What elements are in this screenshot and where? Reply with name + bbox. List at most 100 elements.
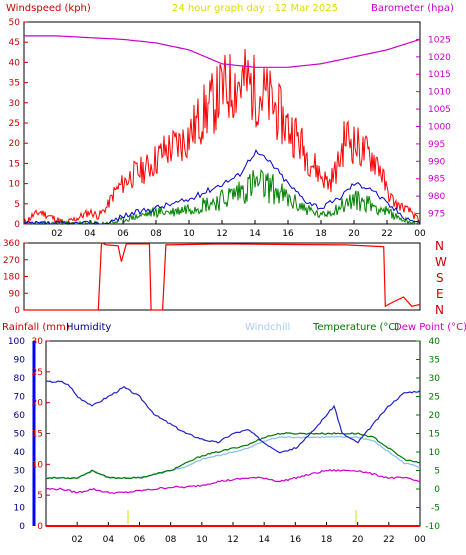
- direction-y-tick-label: 90: [9, 289, 21, 299]
- barometer-y-tick-label: 1015: [428, 70, 451, 80]
- wind-x-tick-label: 12: [216, 229, 227, 239]
- wind-x-tick-label: 02: [51, 229, 62, 239]
- wind-x-tick-label: 04: [84, 229, 96, 239]
- weather-x-tick-label: 10: [196, 535, 208, 545]
- weather-x-tick-label: 20: [352, 535, 364, 545]
- weather-x-tick-label: 08: [165, 535, 177, 545]
- direction-panel-series: [24, 242, 421, 311]
- wind-panel-y2-axis: 975 980 985 990 995 1000 1005 1010 1015 1020 1025: [428, 35, 451, 219]
- humidity-y-tick-label: 30: [14, 467, 26, 477]
- compass-n-bottom: N: [435, 303, 444, 317]
- compass-s: S: [436, 271, 444, 285]
- weather-x-tick-label: 02: [71, 535, 82, 545]
- barometer-y-tick-label: 975: [428, 210, 445, 220]
- compass-w: W: [435, 255, 447, 269]
- barometer-y-tick-label: 1010: [428, 88, 451, 98]
- weather-panel-series: [45, 380, 421, 527]
- barometer-y-tick-label: 1000: [428, 122, 451, 132]
- wind-x-tick-label: 20: [348, 229, 360, 239]
- humidity-y-tick-label: 50: [14, 430, 26, 440]
- rain-y-tick-label: 0: [37, 522, 43, 532]
- barometer-y-tick-label: 1020: [428, 53, 451, 63]
- chart-title: 24 hour graph day : 12 Mar 2025: [172, 3, 338, 14]
- wind-y-tick-label: 50: [9, 18, 21, 28]
- weather-x-tick-label: 04: [103, 535, 115, 545]
- windchill-label: Windchill: [245, 322, 290, 333]
- wind-x-tick-label: 08: [150, 229, 162, 239]
- wind-x-tick-label: 18: [315, 229, 327, 239]
- weather-x-tick-label: 12: [227, 535, 238, 545]
- weather-x-tick-label: 00: [414, 535, 426, 545]
- wind-y-tick-label: 25: [9, 119, 20, 129]
- humidity-y-tick-label: 90: [14, 356, 26, 366]
- barometer-line: [24, 35, 421, 68]
- rain-y-tick-label: 10: [32, 460, 44, 470]
- humidity-y-tick-label: 10: [14, 504, 26, 514]
- humidity-y-tick-label: 0: [19, 522, 25, 532]
- weather-x-tick-label: 22: [383, 535, 394, 545]
- rain-y-axis: 0 5 10 15 20 25 30: [32, 337, 44, 532]
- barometer-y-tick-label: 995: [428, 140, 445, 150]
- wind-panel-x-axis: 02 04 06 08 10 12 14 16 18 20 22 00: [51, 229, 426, 239]
- temperature-y-tick-label: 15: [429, 430, 440, 440]
- humidity-y-tick-label: 80: [14, 374, 26, 384]
- temperature-y-tick-label: 25: [429, 393, 440, 403]
- temperature-label: Temperature (°C): [312, 322, 399, 333]
- temperature-y-tick-label: 10: [429, 448, 441, 458]
- barometer-y-tick-label: 985: [428, 175, 445, 185]
- gust-series-line: [23, 48, 421, 226]
- humidity-y-axis: 0 10 20 30 40 50 60 70 80 90 100: [8, 337, 25, 532]
- humidity-label: Humidity: [66, 322, 111, 333]
- temperature-y-tick-label: -10: [425, 522, 440, 532]
- wind-y-tick-label: 0: [14, 220, 20, 230]
- temperature-y-tick-label: 30: [429, 374, 441, 384]
- weather-x-tick-label: 16: [290, 535, 302, 545]
- windspeed-label: Windspeed (kph): [6, 3, 91, 14]
- weather-x-tick-label: 18: [321, 535, 333, 545]
- temperature-y-tick-label: 35: [429, 356, 440, 366]
- wind-y-tick-label: 40: [9, 58, 21, 68]
- wind-x-tick-label: 14: [249, 229, 261, 239]
- rain-y-tick-label: 5: [37, 491, 43, 501]
- barometer-y-tick-label: 980: [428, 192, 445, 202]
- compass-e: E: [436, 287, 444, 301]
- direction-panel-y-axis: 0 90 180 270 360: [3, 239, 20, 316]
- barometer-y-tick-label: 990: [428, 157, 445, 167]
- wind-x-tick-label: 00: [414, 229, 426, 239]
- wind-y-tick-label: 30: [9, 99, 21, 109]
- rainfall-label: Rainfall (mm): [2, 322, 70, 333]
- rain-y-tick-label: 30: [32, 337, 44, 347]
- temperature-line: [45, 432, 421, 480]
- rain-y-tick-label: 25: [32, 368, 43, 378]
- humidity-y-tick-label: 20: [14, 485, 26, 495]
- wind-y-tick-label: 10: [9, 180, 21, 190]
- weather-x-tick-label: 06: [134, 535, 146, 545]
- direction-y-tick-label: 0: [14, 306, 20, 316]
- humidity-y-tick-label: 70: [14, 393, 26, 403]
- direction-line: [24, 242, 421, 311]
- wind-panel-y-axis: 0 5 10 15 20 25 30 35 40 45 50: [9, 18, 21, 230]
- rain-y-tick-label: 15: [32, 430, 43, 440]
- wind-y-tick-label: 35: [9, 79, 20, 89]
- barometer-label: Barometer (hpa): [371, 3, 454, 14]
- wind-panel-series: [23, 35, 421, 226]
- wind-x-tick-label: 06: [117, 229, 129, 239]
- weather-panel-x-axis: 02 04 06 08 10 12 14 16 18 20 22 00: [71, 535, 426, 545]
- rain-y-tick-label: 20: [32, 399, 44, 409]
- humidity-y-tick-label: 40: [14, 448, 26, 458]
- direction-y-tick-label: 180: [3, 273, 20, 283]
- compass-n-top: N: [435, 239, 444, 253]
- wind-x-tick-label: 10: [183, 229, 195, 239]
- direction-y-tick-label: 360: [3, 239, 20, 249]
- average-wind-line: [23, 149, 421, 225]
- wind-y-tick-label: 45: [9, 38, 20, 48]
- wind-y-tick-label: 5: [14, 200, 20, 210]
- temperature-y-tick-label: 20: [429, 411, 441, 421]
- dewpoint-line: [45, 468, 421, 495]
- direction-y-tick-label: 270: [3, 256, 20, 266]
- wind-x-tick-label: 16: [282, 229, 294, 239]
- temperature-y-axis: -10 -5 0 5 10 15 20 25 30 35 40: [425, 337, 440, 532]
- wind-y-tick-label: 15: [9, 159, 20, 169]
